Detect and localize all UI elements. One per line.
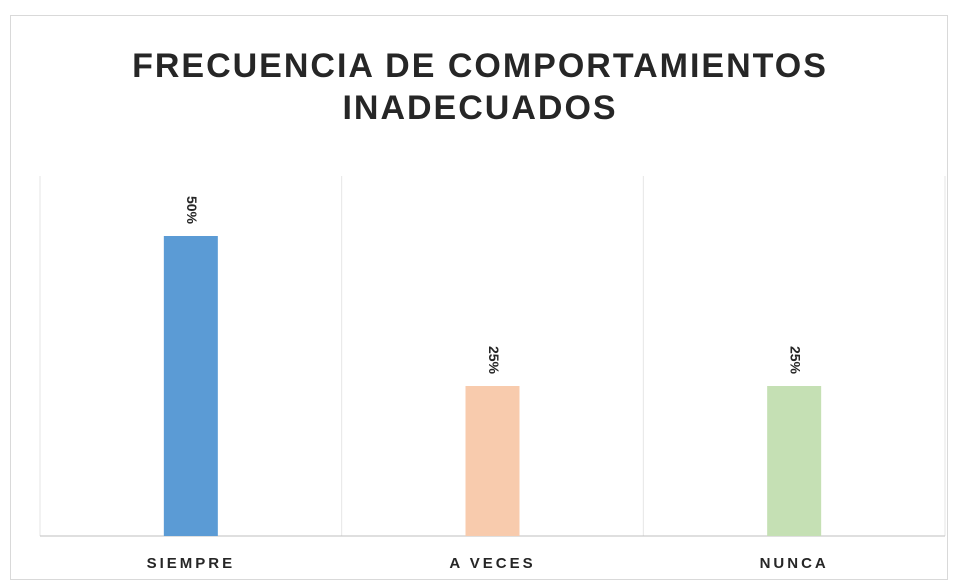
data-label: 25% xyxy=(787,346,803,375)
data-label: 50% xyxy=(184,196,200,225)
chart-card xyxy=(10,15,948,580)
x-tick-label: SIEMPRE xyxy=(147,555,236,572)
chart-title: FRECUENCIA DE COMPORTAMIENTOS INADECUADO… xyxy=(132,47,828,127)
x-tick-label: A VECES xyxy=(449,555,535,572)
bar xyxy=(163,236,218,536)
bar xyxy=(465,386,520,536)
bar xyxy=(767,386,822,536)
data-label: 25% xyxy=(486,346,502,375)
x-tick-label: NUNCA xyxy=(760,555,829,572)
